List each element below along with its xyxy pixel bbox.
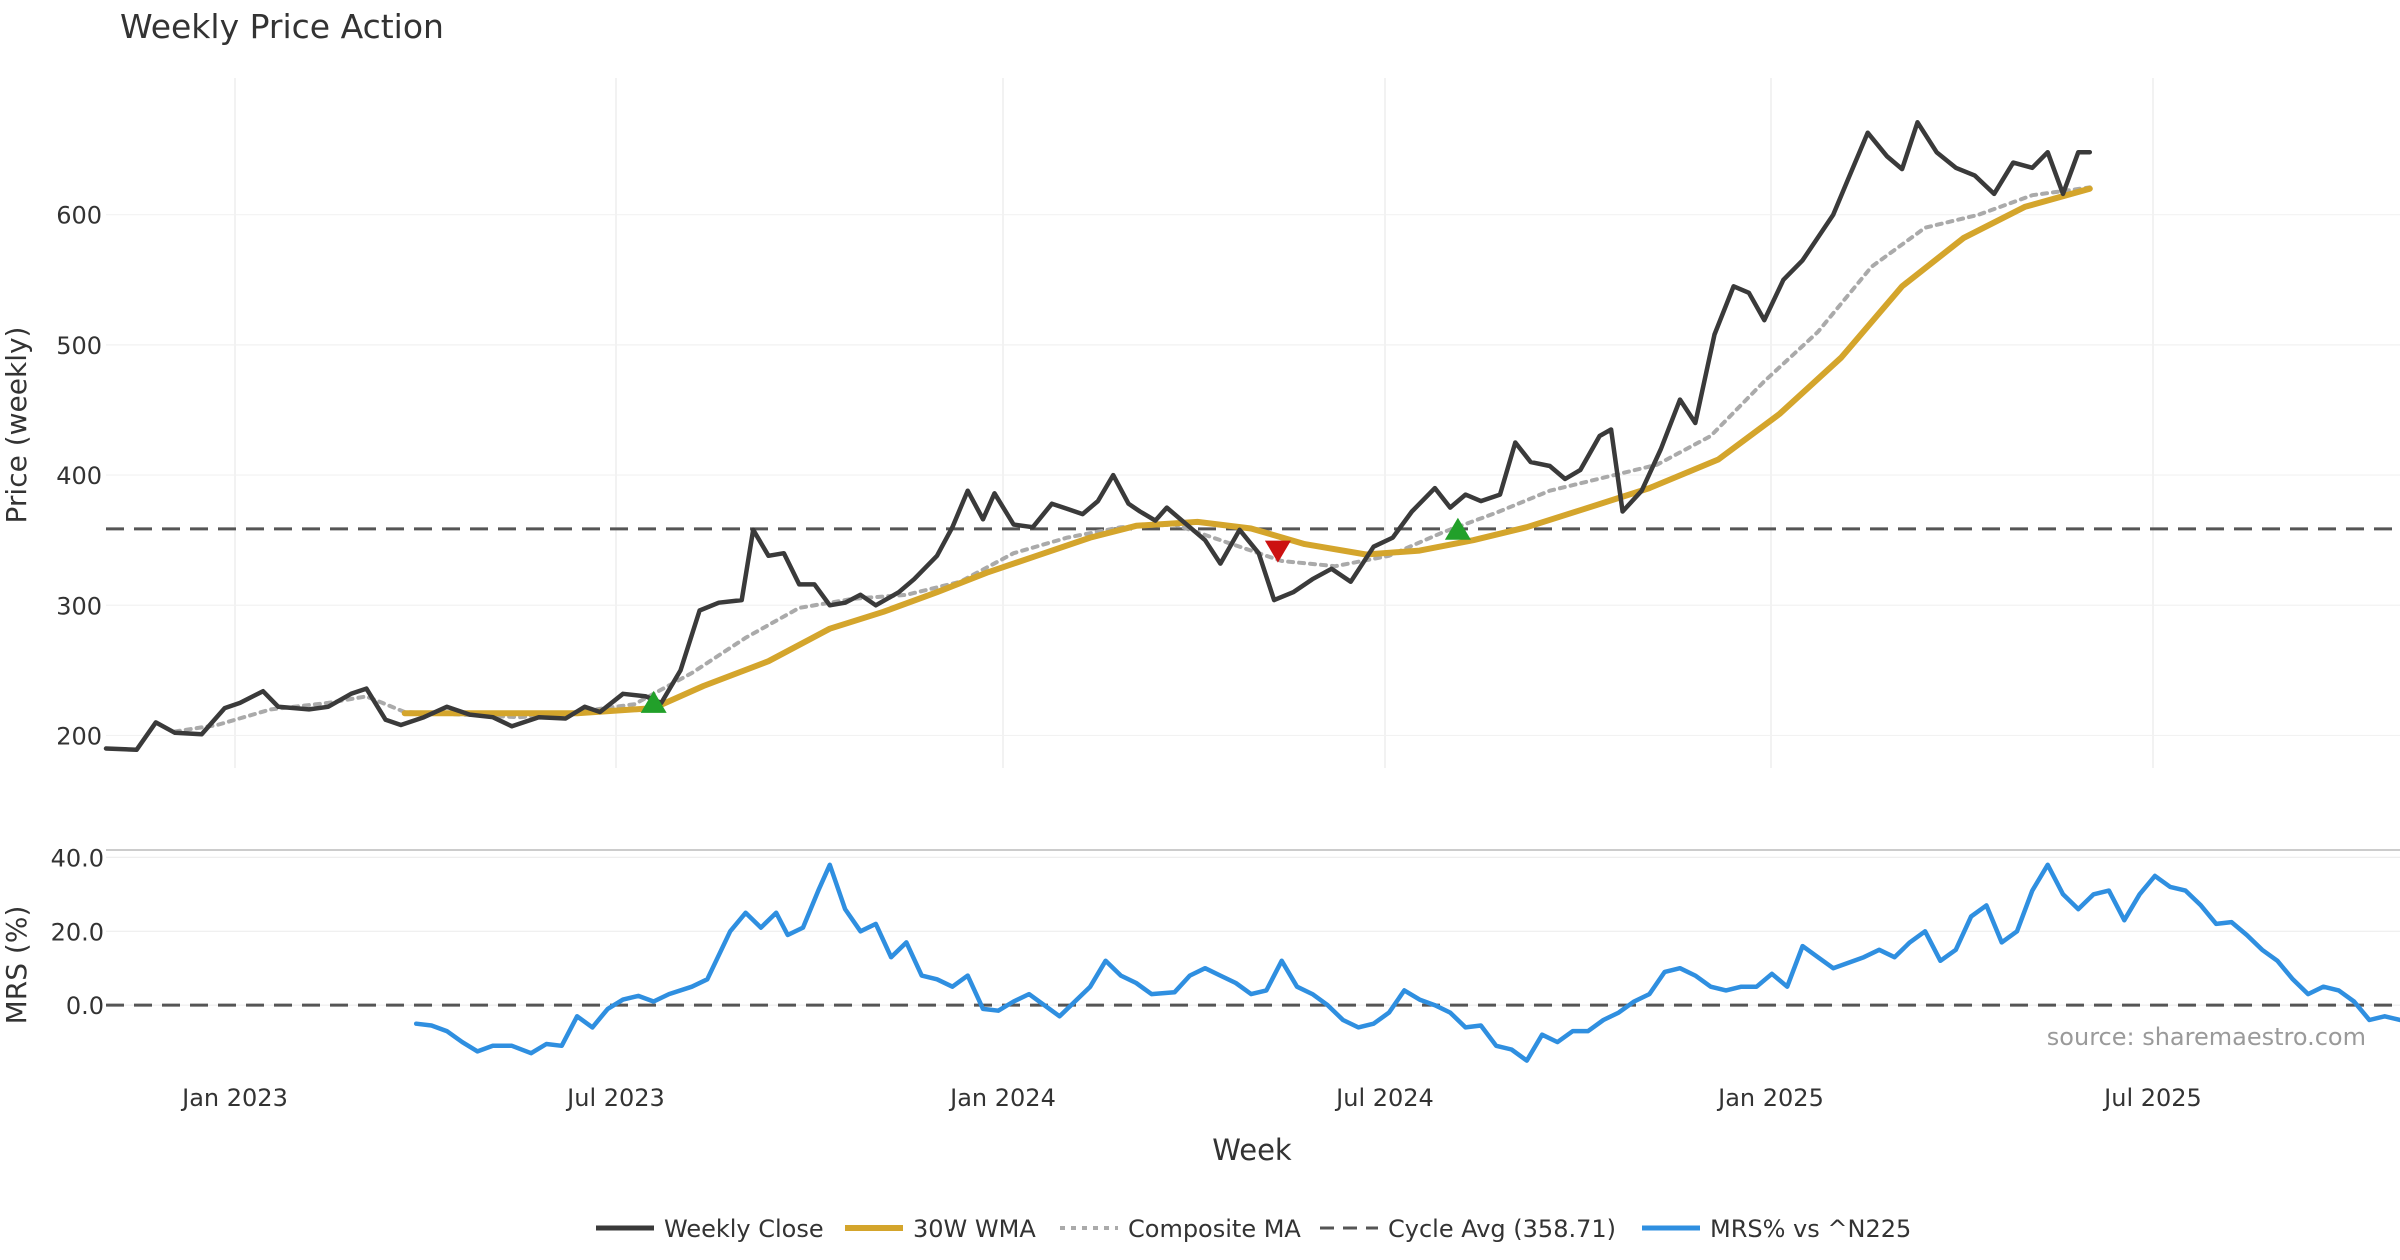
mrs-line (413, 862, 2400, 1063)
legend-weekly-close: Weekly Close (596, 1215, 824, 1243)
buy-signal-marker (640, 690, 667, 713)
sell-signal-marker (1264, 540, 1291, 563)
legend-composite-ma: Composite MA (1060, 1215, 1301, 1243)
legend-cycle-avg: Cycle Avg (358.71) (1320, 1215, 1616, 1243)
x-tick-label: Jul 2025 (2102, 1084, 2202, 1112)
x-axis-ticks: Jan 2023 Jul 2023 Jan 2024 Jul 2024 Jan 2025… (180, 1084, 2202, 1112)
x-axis-label: Week (1212, 1133, 1292, 1167)
x-tick-label: Jul 2024 (1334, 1084, 1434, 1112)
x-tick-label: Jan 2024 (948, 1084, 1056, 1112)
mrs-y-tick-label: 40.0 (51, 844, 104, 872)
legend-weekly-close-label: Weekly Close (664, 1215, 824, 1243)
composite-ma-line (172, 185, 2092, 734)
x-tick-label: Jan 2025 (1716, 1084, 1824, 1112)
price-y-tick-label: 400 (56, 462, 102, 490)
legend-mrs: MRS% vs ^N225 (1642, 1215, 1911, 1243)
watermark-text: source: sharemaestro.com (2047, 1023, 2366, 1051)
mrs-grid: 40.0 20.0 0.0 (51, 844, 2400, 1020)
legend-cycle-avg-label: Cycle Avg (358.71) (1388, 1215, 1616, 1243)
price-axis-label: Price (weekly) (0, 327, 33, 524)
mrs-y-tick-label: 20.0 (51, 918, 104, 946)
mrs-plot-area (106, 862, 2400, 1063)
buy-signal-marker (1444, 517, 1471, 540)
chart-title: Weekly Price Action (120, 7, 444, 46)
weekly-close-line (103, 120, 2093, 753)
mrs-y-tick-label: 0.0 (66, 992, 104, 1020)
legend-wma-label: 30W WMA (913, 1215, 1036, 1243)
price-y-tick-label: 300 (56, 592, 102, 620)
wma-30w-line (401, 185, 2093, 717)
chart-legend: Weekly Close 30W WMA Composite MA Cycle Avg… (596, 1215, 1911, 1243)
x-tick-label: Jan 2023 (180, 1084, 288, 1112)
price-plot-area (103, 120, 2400, 753)
legend-composite-ma-label: Composite MA (1128, 1215, 1301, 1243)
price-y-tick-label: 600 (56, 202, 102, 230)
legend-wma: 30W WMA (845, 1215, 1036, 1243)
mrs-axis-label: MRS (%) (0, 906, 33, 1025)
price-grid: 200 300 400 500 600 (56, 78, 2400, 768)
x-tick-label: Jul 2023 (565, 1084, 665, 1112)
price-y-tick-label: 500 (56, 332, 102, 360)
legend-mrs-label: MRS% vs ^N225 (1710, 1215, 1911, 1243)
price-y-tick-label: 200 (56, 722, 102, 750)
